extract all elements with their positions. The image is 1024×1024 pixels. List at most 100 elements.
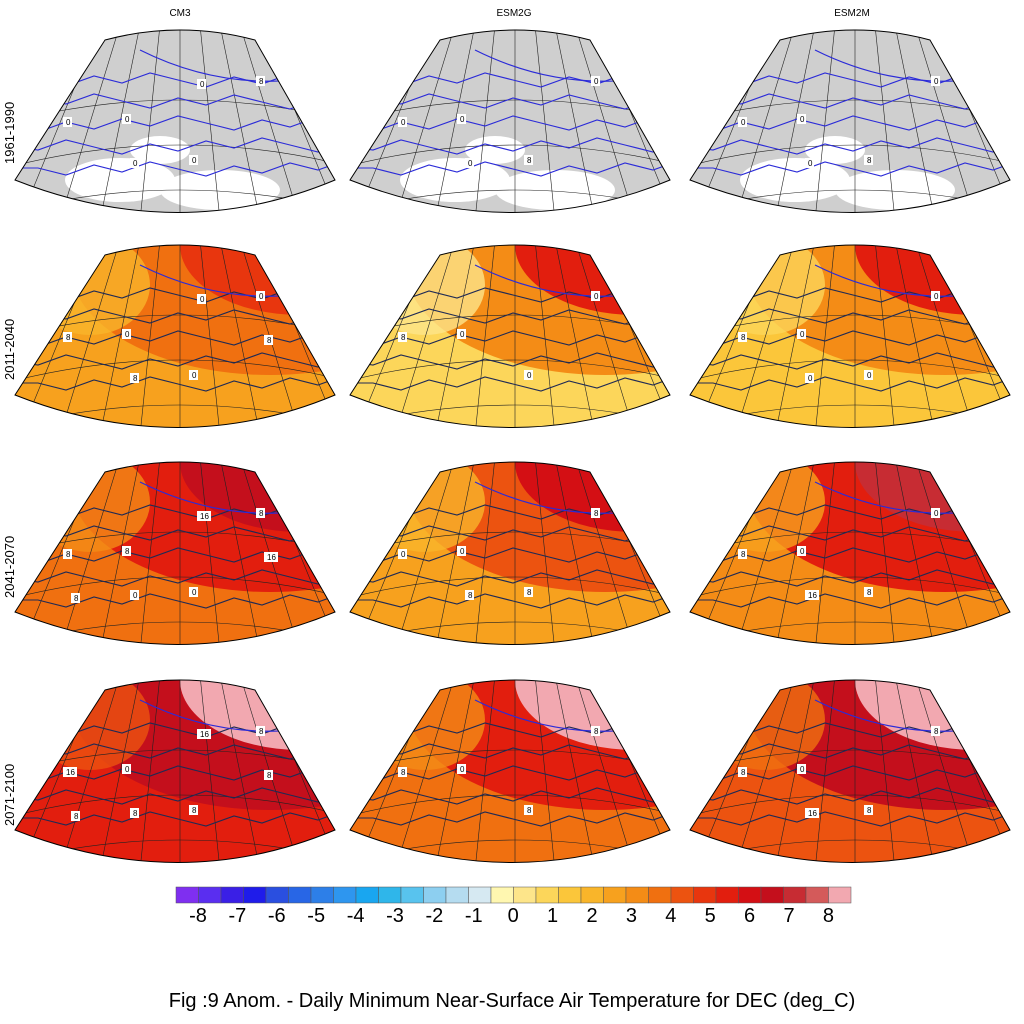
- contour-label: 8: [267, 336, 272, 345]
- colorbar-swatch: [558, 886, 582, 904]
- contour-label-box: [390, 73, 399, 83]
- contour-line: [15, 374, 335, 392]
- meridian: [770, 30, 816, 213]
- colorbar-swatch: [783, 886, 807, 904]
- contour-label: 0: [594, 77, 599, 86]
- contour-label: 8: [133, 374, 138, 383]
- contour-label: 0: [192, 588, 197, 597]
- contour-label: 8: [259, 77, 264, 86]
- meridian: [472, 30, 496, 213]
- contour-label: 16: [808, 809, 817, 818]
- contour-label: 0: [468, 159, 473, 168]
- contour-label-box: [591, 508, 600, 518]
- contour-label-box: [931, 726, 940, 736]
- contour-line: [690, 743, 1010, 760]
- col-title-esm2g: ESM2G: [496, 8, 532, 19]
- contour-label-box: [591, 726, 600, 736]
- contour-label-box: [390, 723, 399, 733]
- contour-label: 8: [393, 506, 398, 515]
- contour-line: [350, 525, 670, 542]
- map-frame: [349, 244, 671, 428]
- meridian: [812, 680, 836, 863]
- contour-label-box: [465, 158, 474, 168]
- anomaly-band: [855, 680, 1010, 750]
- contour-label: 16: [808, 591, 817, 600]
- contour-label: 0: [808, 159, 813, 168]
- contour-line: [350, 809, 670, 827]
- contour-line: [690, 809, 1010, 827]
- contour-label: 0: [125, 330, 130, 339]
- meridian: [534, 462, 558, 645]
- contour-line: [350, 93, 670, 110]
- colorbar-tick-label: -8: [189, 905, 207, 927]
- contour-label-box: [738, 332, 747, 342]
- contour-line: [690, 374, 1010, 392]
- contour-line: [15, 787, 335, 805]
- colorbar-swatch: [738, 886, 762, 904]
- colorbar-swatch: [423, 886, 447, 904]
- anomaly-band: [515, 680, 670, 750]
- colorbar-swatch: [265, 886, 289, 904]
- colorbar-swatch: [333, 886, 357, 904]
- colorbar-tick-label: -3: [386, 905, 404, 927]
- contour-line: [350, 374, 670, 392]
- contour-label-box: [189, 155, 198, 165]
- contour-label: 8: [594, 509, 599, 518]
- contour-label: 0: [460, 115, 465, 124]
- colorbar-tick-label: -7: [228, 905, 247, 927]
- contour-label: 0: [934, 509, 939, 518]
- contour-label: 0: [594, 292, 599, 301]
- contour-label: 16: [200, 730, 209, 739]
- contour-label-box: [130, 590, 139, 600]
- anomaly-band: [515, 462, 670, 532]
- map-frame: [689, 461, 1011, 645]
- contour-label: 0: [800, 547, 805, 556]
- contour-label: 0: [192, 156, 197, 165]
- contour-label: 16: [200, 512, 209, 521]
- contour-label: 0: [733, 506, 738, 515]
- contour-label-box: [738, 117, 747, 127]
- contour-label-box: [390, 505, 399, 515]
- meridian: [534, 680, 558, 863]
- contour-label: 8: [125, 547, 130, 556]
- contour-label-box: [130, 808, 139, 818]
- contour-label: 0: [192, 371, 197, 380]
- meridian: [199, 462, 223, 645]
- contour-label-box: [71, 593, 80, 603]
- contour-label-box: [55, 73, 64, 83]
- figure-caption: Fig :9 Anom. - Daily Minimum Near-Surfac…: [168, 990, 856, 1012]
- colorbar-swatch: [378, 886, 402, 904]
- meridian: [812, 30, 836, 213]
- contour-label: 0: [867, 371, 872, 380]
- contour-label: 8: [741, 768, 746, 777]
- contour-line: [690, 159, 1010, 177]
- meridian: [199, 680, 223, 863]
- colorbar-swatch: [580, 886, 604, 904]
- colorbar-swatch: [603, 886, 627, 904]
- contour-label: 0: [58, 74, 63, 83]
- anomaly-band: [855, 462, 1010, 532]
- contour-label-box: [398, 117, 407, 127]
- contour-label-box: [264, 770, 273, 780]
- map-frame: [689, 244, 1011, 428]
- meridian: [874, 680, 898, 863]
- contour-label-box: [398, 332, 407, 342]
- colorbar-swatch: [445, 886, 469, 904]
- contour-label: 0: [800, 765, 805, 774]
- contour-label-box: [524, 805, 533, 815]
- colorbar-tick-label: -1: [464, 905, 483, 927]
- contour-label-box: [797, 114, 806, 124]
- anomaly-band: [705, 245, 825, 335]
- contour-label: 0: [800, 115, 805, 124]
- meridian: [95, 462, 141, 645]
- meridian: [95, 245, 141, 428]
- anomaly-band: [705, 462, 825, 552]
- anomaly-band: [515, 245, 670, 315]
- contour-label: 8: [867, 806, 872, 815]
- contour-label-box: [457, 114, 466, 124]
- colorbar-tick-label: 6: [744, 905, 756, 927]
- contour-label: 0: [934, 292, 939, 301]
- contour-label-box: [730, 73, 739, 83]
- colorbar-swatch: [625, 886, 649, 904]
- contour-label-box: [130, 158, 139, 168]
